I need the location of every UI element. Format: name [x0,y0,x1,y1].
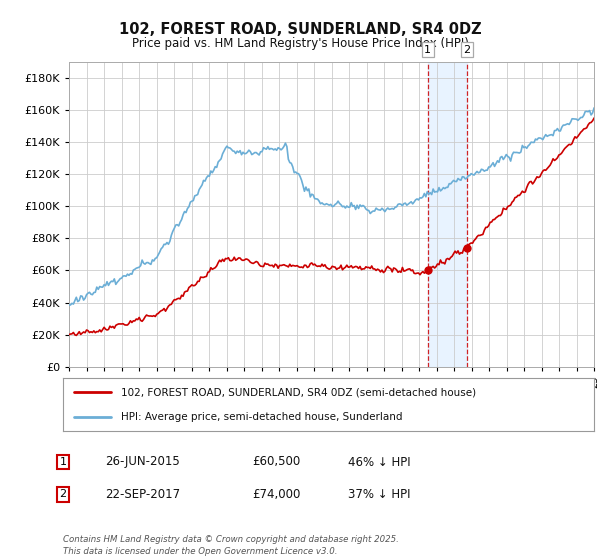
Text: 2: 2 [59,489,67,500]
Text: 46% ↓ HPI: 46% ↓ HPI [348,455,410,469]
Text: 102, FOREST ROAD, SUNDERLAND, SR4 0DZ (semi-detached house): 102, FOREST ROAD, SUNDERLAND, SR4 0DZ (s… [121,388,476,398]
Text: Price paid vs. HM Land Registry's House Price Index (HPI): Price paid vs. HM Land Registry's House … [131,37,469,50]
Text: Contains HM Land Registry data © Crown copyright and database right 2025.
This d: Contains HM Land Registry data © Crown c… [63,535,399,556]
Text: 102, FOREST ROAD, SUNDERLAND, SR4 0DZ: 102, FOREST ROAD, SUNDERLAND, SR4 0DZ [119,22,481,38]
Text: 37% ↓ HPI: 37% ↓ HPI [348,488,410,501]
Text: 26-JUN-2015: 26-JUN-2015 [105,455,180,469]
Text: 22-SEP-2017: 22-SEP-2017 [105,488,180,501]
Text: 1: 1 [59,457,67,467]
Text: 1: 1 [424,45,431,55]
Text: £60,500: £60,500 [252,455,300,469]
Text: 2: 2 [463,45,470,55]
Bar [428,62,467,367]
Text: HPI: Average price, semi-detached house, Sunderland: HPI: Average price, semi-detached house,… [121,412,403,422]
Text: £74,000: £74,000 [252,488,301,501]
